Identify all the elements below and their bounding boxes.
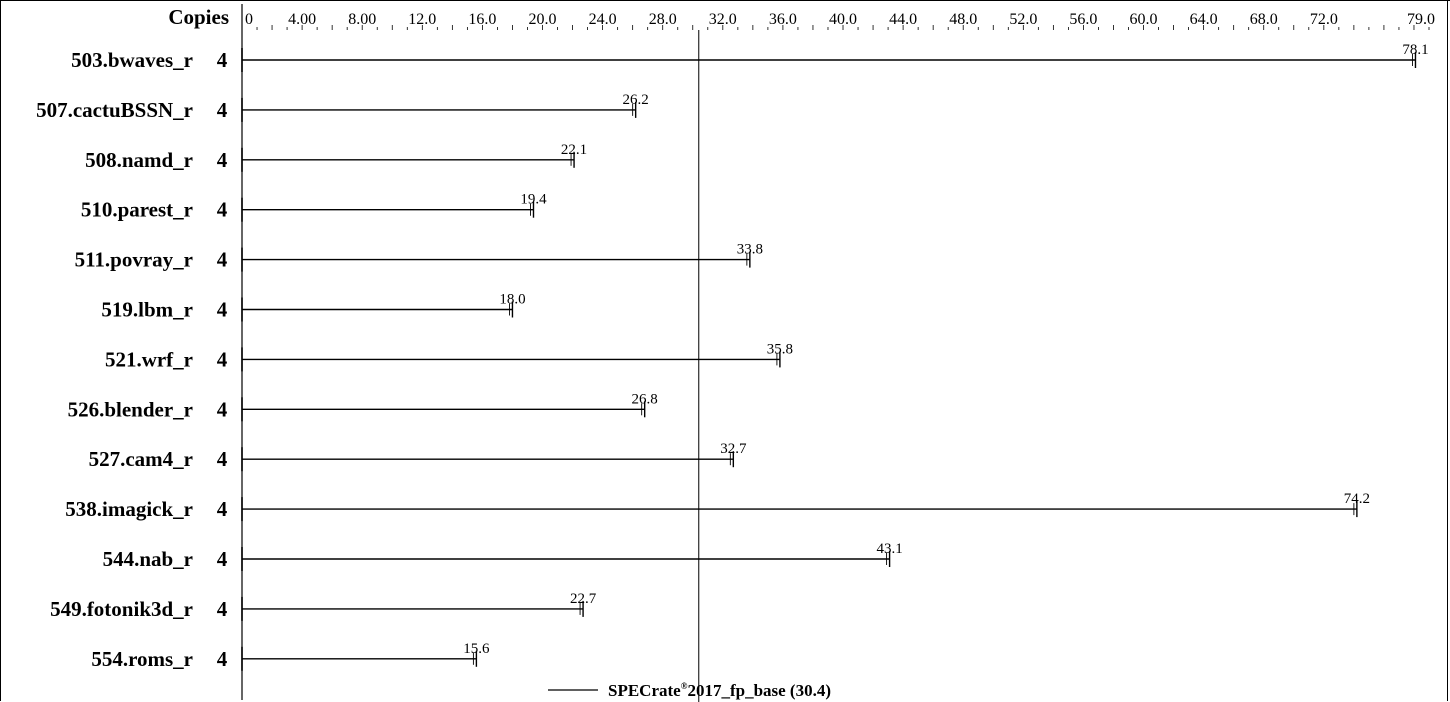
benchmark-label: 521.wrf_r [105,347,193,371]
bar-value-label: 32.7 [720,441,747,457]
x-tick-label: 64.0 [1190,11,1218,28]
bar-value-label: 74.2 [1344,491,1370,507]
bar-value-label: 22.1 [561,142,587,158]
bar-value-label: 26.8 [632,391,658,407]
benchmark-label: 510.parest_r [81,198,193,222]
benchmark-label: 503.bwaves_r [71,48,193,72]
benchmark-label: 519.lbm_r [101,298,193,322]
legend-superscript: ® [681,681,688,691]
legend-label: SPECrate®2017_fp_base (30.4) [608,681,831,700]
x-tick-label: 40.0 [829,11,857,28]
bar-value-label: 19.4 [520,192,547,208]
benchmark-label: 511.povray_r [75,248,193,272]
x-tick-label: 20.0 [529,11,557,28]
copies-value: 4 [217,198,228,222]
copies-value: 4 [217,447,228,471]
x-tick-label: 28.0 [649,11,677,28]
copies-value: 4 [217,397,228,421]
x-tick-label: 48.0 [949,11,977,28]
benchmark-label: 527.cam4_r [89,447,193,471]
copies-value: 4 [217,497,228,521]
x-tick-label: 79.0 [1407,11,1435,28]
copies-value: 4 [217,248,228,272]
x-tick-label: 32.0 [709,11,737,28]
legend-main-text: SPECrate [608,681,681,700]
bar-value-label: 35.8 [767,341,793,357]
copies-header: Copies [168,5,229,29]
x-tick-label: 56.0 [1069,11,1097,28]
benchmark-label: 554.roms_r [91,647,193,671]
x-tick-label: 52.0 [1009,11,1037,28]
bar-value-label: 43.1 [876,541,902,557]
x-tick-label: 36.0 [769,11,797,28]
x-tick-label: 8.00 [348,11,376,28]
copies-value: 4 [217,98,228,122]
bar-value-label: 15.6 [463,641,490,657]
x-tick-label: 72.0 [1310,11,1338,28]
x-tick-label: 0 [245,11,253,28]
x-tick-label: 16.0 [468,11,496,28]
x-tick-label: 68.0 [1250,11,1278,28]
x-tick-label: 4.00 [288,11,316,28]
copies-value: 4 [217,547,228,571]
x-tick-label: 24.0 [589,11,617,28]
bar-value-label: 22.7 [570,591,597,607]
copies-value: 4 [217,347,228,371]
benchmark-label: 508.namd_r [85,148,193,172]
copies-value: 4 [217,298,228,322]
bar-value-label: 78.1 [1402,42,1428,58]
benchmark-label: 544.nab_r [103,547,193,571]
x-tick-label: 60.0 [1130,11,1158,28]
bar-value-label: 33.8 [737,242,763,258]
copies-value: 4 [217,148,228,172]
bar-value-label: 18.0 [499,292,525,308]
x-tick-label: 44.0 [889,11,917,28]
x-tick-label: 12.0 [408,11,436,28]
copies-value: 4 [217,647,228,671]
copies-value: 4 [217,597,228,621]
benchmark-label: 549.fotonik3d_r [50,597,193,621]
benchmark-label: 526.blender_r [68,397,193,421]
legend-rest-text: 2017_fp_base (30.4) [687,681,831,700]
benchmark-label: 538.imagick_r [65,497,193,521]
benchmark-label: 507.cactuBSSN_r [36,98,193,122]
bar-value-label: 26.2 [623,92,649,108]
copies-value: 4 [217,48,228,72]
